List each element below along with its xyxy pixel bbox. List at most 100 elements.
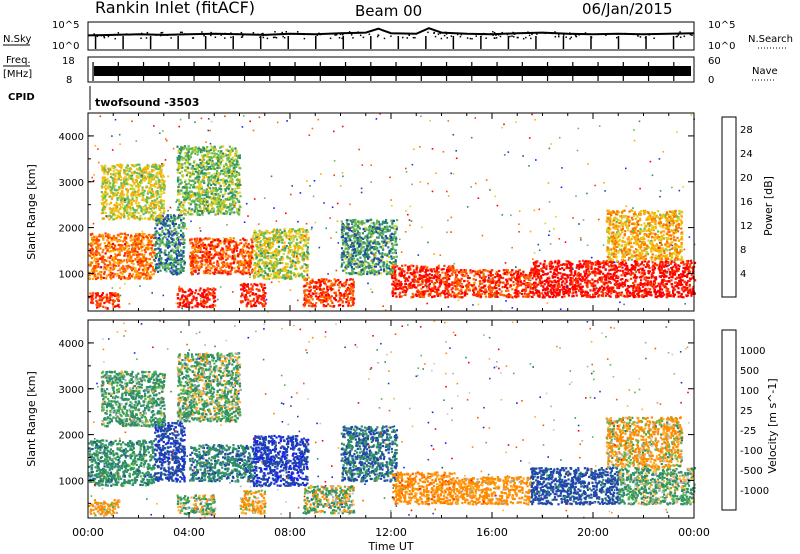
range-cell	[421, 268, 424, 271]
range-cell	[375, 228, 378, 231]
range-cell	[394, 286, 397, 289]
nsky-line	[87, 27, 695, 37]
range-cell	[491, 294, 494, 297]
range-cell	[364, 226, 367, 229]
range-cell	[350, 260, 353, 263]
range-cell	[509, 277, 512, 281]
range-cell	[448, 283, 451, 287]
range-cell	[104, 247, 107, 250]
range-cell	[589, 261, 592, 264]
range-cell	[143, 248, 146, 251]
range-cell	[264, 286, 267, 290]
range-cell	[256, 296, 259, 300]
range-cell	[457, 284, 460, 287]
range-cell	[323, 300, 326, 303]
range-cell	[95, 269, 98, 272]
range-cell	[241, 292, 244, 296]
nsearch-point	[689, 33, 692, 36]
range-cell	[219, 272, 222, 275]
range-cell	[217, 239, 220, 242]
range-cell	[422, 295, 426, 298]
range-cell	[225, 238, 228, 241]
range-cell	[395, 228, 398, 231]
range-cell	[391, 222, 394, 225]
range-cell	[517, 270, 520, 273]
range-cell	[288, 228, 292, 231]
range-cell	[161, 229, 164, 232]
range-cell	[419, 267, 422, 270]
range-cell	[343, 240, 346, 243]
range-cell	[153, 237, 156, 240]
range-cell	[357, 251, 360, 254]
range-cell	[420, 265, 423, 268]
range-cell	[102, 268, 105, 271]
range-cell	[239, 284, 242, 287]
range-cell	[425, 282, 428, 285]
range-cell	[316, 297, 319, 301]
range-cell	[418, 292, 421, 295]
range-cell	[243, 295, 246, 298]
nsearch-point	[408, 34, 410, 37]
range-cell	[388, 255, 391, 259]
range-cell	[478, 280, 481, 283]
range-cell	[385, 237, 388, 240]
range-cell	[180, 242, 183, 245]
range-cell	[653, 265, 656, 268]
range-cell	[133, 238, 136, 241]
range-cell	[288, 257, 291, 260]
range-cell	[490, 290, 493, 293]
range-cell	[157, 259, 160, 262]
range-cell	[301, 237, 304, 240]
range-cell	[342, 255, 345, 258]
range-cell	[302, 303, 305, 306]
range-cell	[491, 269, 494, 272]
range-cell	[116, 253, 120, 256]
range-cell	[352, 257, 355, 260]
range-cell	[490, 289, 493, 292]
range-cell	[100, 277, 103, 281]
range-cell	[275, 277, 278, 280]
range-cell	[307, 241, 310, 245]
range-cell	[136, 243, 139, 246]
range-cell	[379, 231, 382, 234]
range-cell	[134, 249, 137, 253]
nsearch-point	[236, 33, 238, 35]
range-cell	[263, 252, 266, 255]
range-cell	[140, 253, 143, 256]
range-cell	[103, 296, 106, 299]
range-cell	[376, 273, 379, 276]
range-cell	[88, 274, 91, 277]
range-cell	[607, 288, 610, 291]
range-cell	[203, 290, 206, 293]
range-cell	[268, 232, 271, 235]
range-cell	[527, 274, 530, 277]
range-cell	[160, 233, 163, 236]
range-cell	[473, 274, 476, 277]
range-cell	[254, 301, 257, 304]
range-cell	[494, 272, 497, 275]
range-cell	[242, 246, 245, 249]
range-cell	[258, 289, 261, 292]
range-cell	[426, 277, 429, 281]
range-cell	[366, 234, 369, 237]
range-cell	[248, 288, 251, 291]
range-cell	[346, 286, 350, 289]
range-cell	[515, 276, 519, 280]
range-cell	[366, 255, 369, 258]
range-cell	[494, 287, 497, 290]
range-cell	[407, 266, 410, 269]
range-cell	[478, 293, 482, 296]
range-cell	[347, 301, 350, 304]
range-cell	[419, 270, 422, 273]
range-cell	[222, 270, 225, 273]
range-cell	[318, 284, 322, 288]
range-cell	[102, 236, 105, 239]
range-cell	[306, 269, 309, 272]
range-cell	[312, 292, 315, 296]
range-cell	[99, 243, 102, 246]
range-cell	[155, 255, 158, 258]
range-cell	[155, 219, 158, 222]
range-cell	[152, 267, 155, 270]
range-cell	[391, 270, 394, 274]
range-cell	[199, 294, 202, 297]
